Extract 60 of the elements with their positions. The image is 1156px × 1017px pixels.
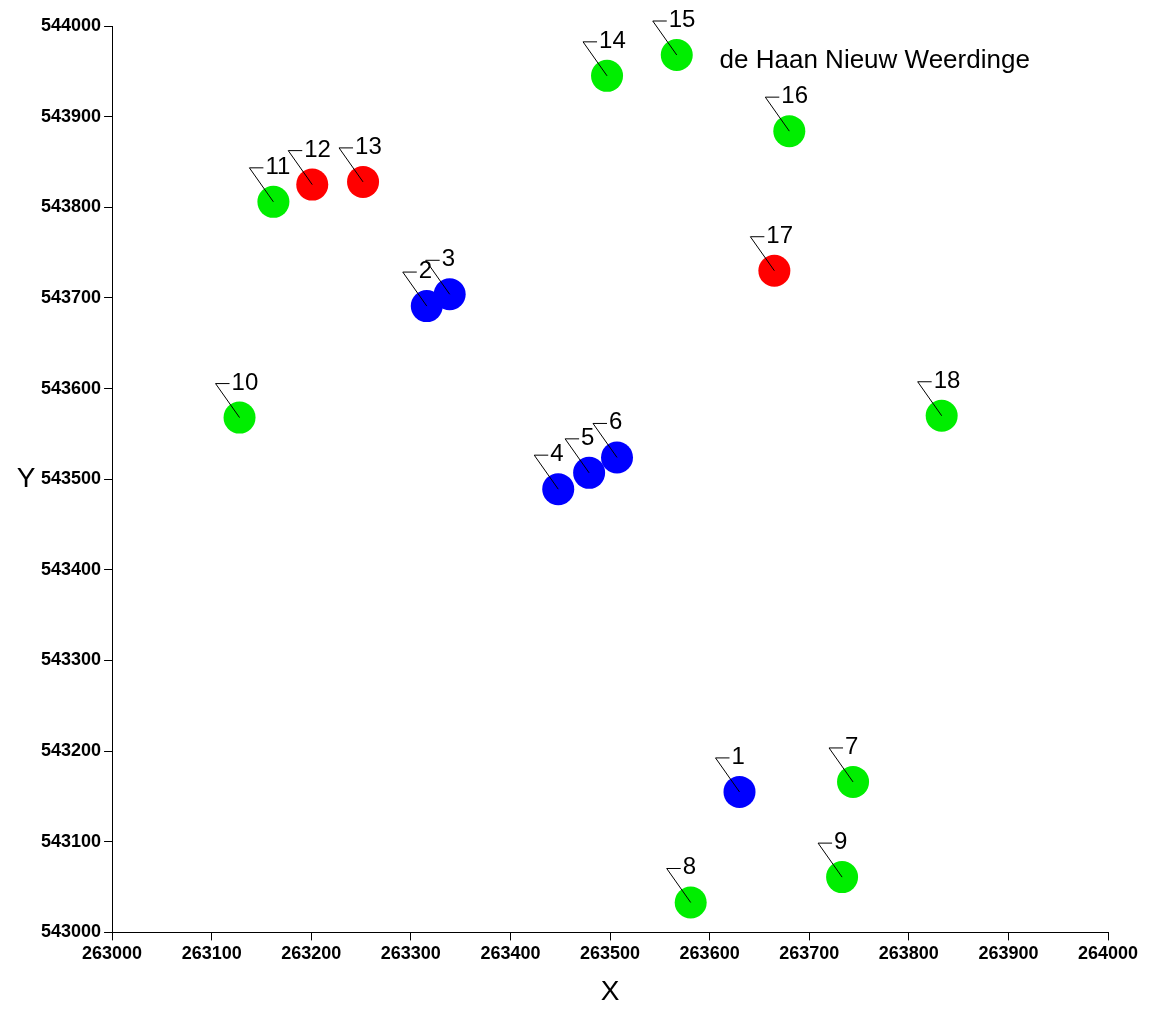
y-axis-title: Y: [16, 461, 36, 493]
point: [296, 168, 329, 201]
x-tick-label: 263400: [480, 943, 541, 964]
annotation: 14: [599, 25, 626, 53]
annotation: 11: [265, 151, 291, 179]
annotation: 15: [668, 5, 696, 32]
annotation: 7: [845, 731, 859, 759]
x-tick-label: 263500: [579, 943, 641, 964]
annotation: 5: [581, 422, 595, 450]
annotation: 2: [418, 256, 433, 284]
annotation: 9: [834, 827, 848, 855]
annotation: 3: [441, 244, 456, 272]
point: [573, 456, 606, 489]
x-tick-label: 263700: [779, 943, 840, 964]
point: [433, 278, 466, 311]
y-tick-label: 543600: [40, 377, 102, 398]
annotation: 17: [766, 220, 794, 248]
annotation: 18: [933, 365, 961, 393]
x-tick-label: 263100: [181, 943, 242, 964]
point: [660, 39, 693, 72]
x-tick-label: 263900: [978, 943, 1039, 964]
y-tick-label: 543900: [40, 105, 102, 126]
annotation: 16: [781, 81, 808, 109]
point: [223, 401, 256, 434]
annotation: 8: [682, 852, 697, 880]
annotation: 1: [731, 741, 745, 769]
annotation: 4: [550, 439, 564, 467]
x-tick-label: 264000: [1077, 943, 1139, 964]
x-tick-label: 263200: [281, 943, 342, 964]
x-tick-label: 263300: [380, 943, 441, 964]
point: [601, 441, 633, 474]
point: [773, 115, 806, 148]
y-tick-label: 543700: [40, 286, 102, 307]
point: [826, 861, 859, 894]
y-tick-label: 544000: [40, 14, 102, 35]
y-tick-label: 543000: [40, 921, 102, 942]
y-tick-label: 543100: [40, 830, 102, 851]
point: [837, 765, 870, 798]
point: [723, 775, 756, 808]
y-tick-label: 543300: [40, 649, 102, 670]
annotation: 6: [609, 407, 623, 435]
y-tick-label: 543400: [40, 558, 102, 579]
point: [591, 59, 624, 92]
x-tick-label: 263800: [878, 943, 939, 964]
annotation: 12: [304, 134, 331, 162]
point: [542, 473, 575, 506]
y-tick-label: 543500: [40, 468, 102, 489]
y-tick-label: 543800: [40, 196, 102, 217]
x-tick-label: 263600: [679, 943, 740, 964]
point: [674, 886, 707, 919]
point: [758, 254, 791, 287]
x-axis-title: X: [600, 975, 620, 1006]
annotation: 10: [231, 367, 259, 395]
y-tick-label: 543200: [40, 740, 102, 761]
point: [925, 399, 958, 432]
annotation: 13: [355, 131, 382, 159]
point: [347, 165, 380, 198]
point: [257, 185, 290, 218]
text: de Haan Nieuw Weerdinge: [719, 44, 1030, 74]
x-tick-label: 263000: [82, 943, 143, 964]
